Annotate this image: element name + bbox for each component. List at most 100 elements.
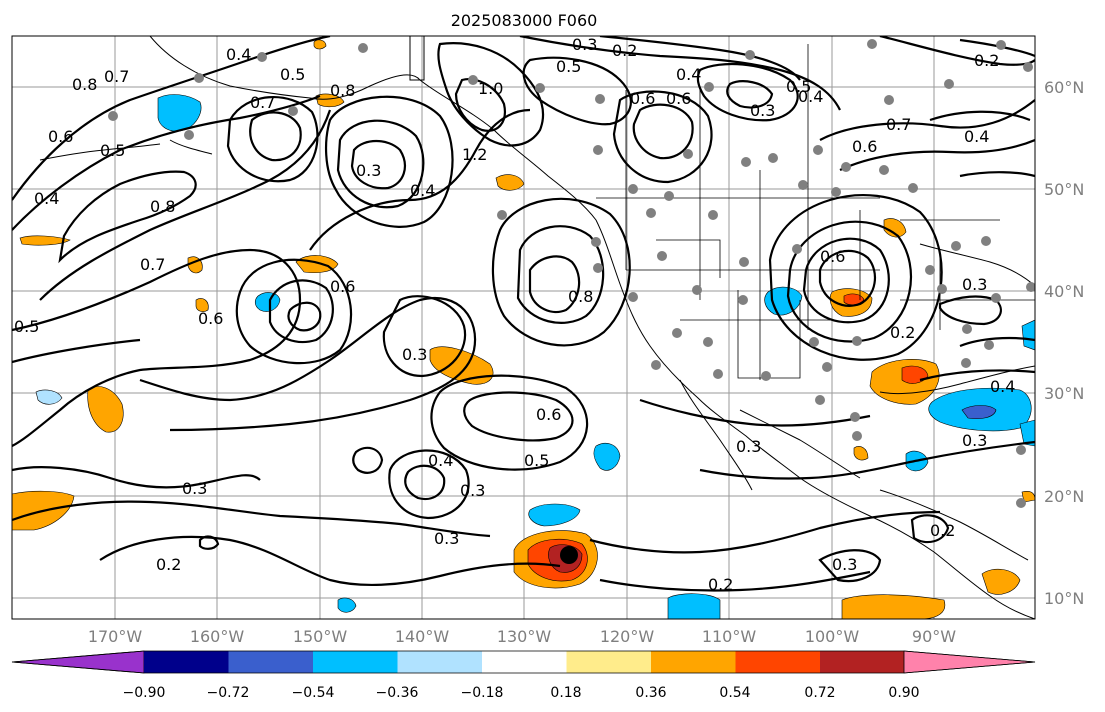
station-dot <box>646 208 656 218</box>
colorbar-outline <box>11 650 1036 674</box>
station-dot <box>683 149 693 159</box>
contour-label: 0.5 <box>14 317 39 336</box>
contour-label: 0.2 <box>974 51 999 70</box>
station-dot <box>867 39 877 49</box>
station-dot <box>908 183 918 193</box>
station-dot <box>497 210 507 220</box>
contour-label: 0.4 <box>226 45 251 64</box>
contour-label: 0.6 <box>536 405 561 424</box>
station-dot <box>738 295 748 305</box>
contour-label: 0.5 <box>556 57 581 76</box>
state-borders <box>596 44 1035 380</box>
colorbar-segment <box>820 651 905 673</box>
shade-negative-pacific-east <box>593 443 621 471</box>
contour-label: 0.5 <box>524 451 549 470</box>
colorbar-tick-label: 0.72 <box>804 685 835 701</box>
station-dot <box>257 52 267 62</box>
colorbar-segment <box>651 651 736 673</box>
contour-label: 0.7 <box>250 93 275 112</box>
colorbar-segment <box>397 651 482 673</box>
contour-label: 0.5 <box>280 65 305 84</box>
latitude-label: 30°N <box>1044 384 1084 403</box>
contour-label: 0.3 <box>402 345 427 364</box>
contour-label: 0.7 <box>140 255 165 274</box>
contour-label: 0.8 <box>330 81 355 100</box>
station-dot <box>628 292 638 302</box>
colorbar-tick-label: −0.36 <box>376 685 419 701</box>
contour-label: 0.3 <box>962 431 987 450</box>
station-dot <box>879 165 889 175</box>
station-dot <box>593 145 603 155</box>
contour-label: 0.6 <box>820 247 845 266</box>
station-dot <box>1026 282 1035 292</box>
longitude-label: 150°W <box>293 627 348 646</box>
shade-positive-bc <box>495 174 525 191</box>
contour-label: 0.4 <box>34 189 59 208</box>
longitude-label: 90°W <box>912 627 956 646</box>
shade-positive-east-2 <box>1021 490 1035 503</box>
colorbar-tick-label: 0.18 <box>550 685 581 701</box>
latitude-label: 10°N <box>1044 589 1084 608</box>
shade-positive-pacific-3 <box>87 386 124 433</box>
contour-label: 0.3 <box>356 161 381 180</box>
contour-label: 1.2 <box>462 145 487 164</box>
station-dot <box>595 94 605 104</box>
shade-negative-small-1 <box>337 597 357 613</box>
station-dot <box>1023 62 1033 72</box>
longitude-label: 140°W <box>395 627 450 646</box>
latitude-label: 50°N <box>1044 180 1084 199</box>
station-dot <box>657 251 667 261</box>
station-dot <box>591 237 601 247</box>
shade-positive-small-5 <box>19 235 71 246</box>
colorbar-tick-label: −0.18 <box>461 685 504 701</box>
station-dot <box>809 337 819 347</box>
shade-positive-gulf-2 <box>853 446 869 461</box>
figure-title: 2025083000 F060 <box>451 11 598 30</box>
contour-label: 0.2 <box>930 521 955 540</box>
contour-label: 0.8 <box>150 197 175 216</box>
shade-negative-gulf-alaska <box>157 94 202 132</box>
station-dot <box>962 324 972 334</box>
station-dot <box>194 73 204 83</box>
shade-negative-hurricane-north <box>528 503 581 527</box>
station-dot <box>951 241 961 251</box>
contour-label: 0.3 <box>750 101 775 120</box>
contour-label: 0.4 <box>990 377 1015 396</box>
contour-label: 0.4 <box>428 451 453 470</box>
colorbar-tick-label: 0.36 <box>635 685 666 701</box>
station-dot <box>984 340 994 350</box>
contour-label: 0.6 <box>666 89 691 108</box>
station-dot <box>672 328 682 338</box>
station-dot <box>961 358 971 368</box>
station-dot <box>628 184 638 194</box>
contour-label: 0.6 <box>630 89 655 108</box>
contour-lines <box>12 36 1035 592</box>
shade-negative-small-2 <box>35 389 63 405</box>
contour-label: 0.4 <box>964 127 989 146</box>
shade-positive-caribbean <box>841 594 946 619</box>
station-dot <box>884 95 894 105</box>
colorbar-segment <box>735 651 820 673</box>
contour-label: 0.4 <box>798 87 823 106</box>
colorbar-segment <box>144 651 229 673</box>
contour-label: 0.5 <box>100 141 125 160</box>
shade-negative-south <box>667 593 721 619</box>
contour-label: 0.2 <box>708 575 733 594</box>
shade-negative-east-coast <box>1019 419 1035 447</box>
station-dot <box>852 431 862 441</box>
station-dot <box>792 244 802 254</box>
contour-label: 0.8 <box>568 287 593 306</box>
station-dot <box>841 162 851 172</box>
station-dot <box>761 371 771 381</box>
station-dot <box>925 265 935 275</box>
contour-label: 0.5 <box>786 77 811 96</box>
contour-label: 0.2 <box>890 323 915 342</box>
station-dot <box>692 285 702 295</box>
shade-positive-ohio-core <box>843 293 865 306</box>
colorbar-extend-min <box>11 650 145 674</box>
shade-positive-alaska-1 <box>313 39 327 50</box>
shade-positive-alaska-2 <box>315 93 345 108</box>
contour-label: 1.0 <box>478 79 503 98</box>
colorbar-tick-labels: −0.90 −0.72 −0.54 −0.36 −0.18 0.18 0.36 … <box>123 685 920 701</box>
longitude-label: 130°W <box>497 627 552 646</box>
